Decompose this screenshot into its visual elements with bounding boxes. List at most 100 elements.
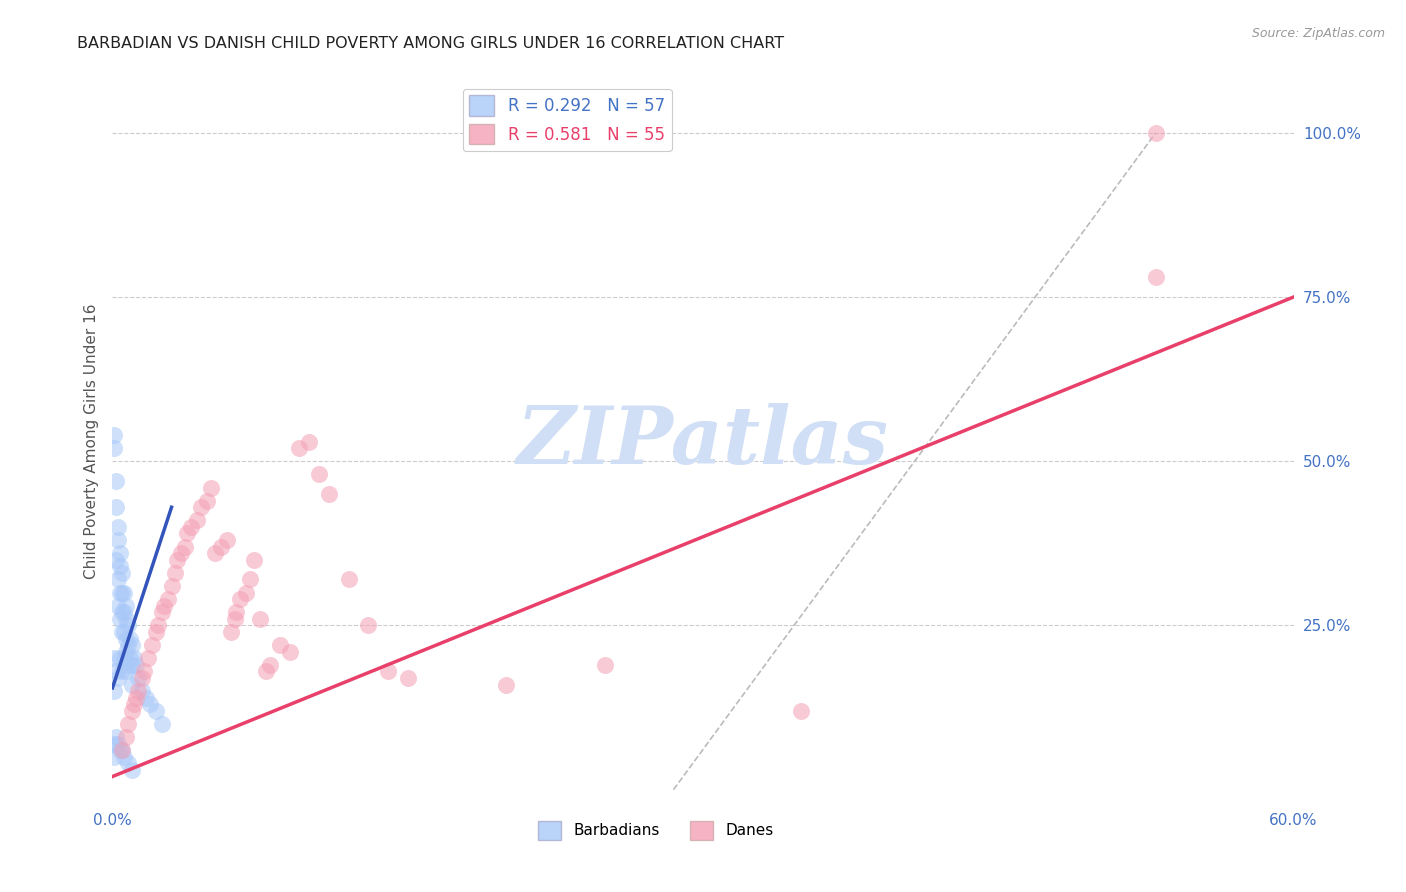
Point <box>117 756 139 771</box>
Point <box>103 428 125 442</box>
Point <box>224 612 246 626</box>
Point <box>1144 270 1167 285</box>
Point <box>105 730 128 744</box>
Point <box>110 546 132 560</box>
Point <box>117 638 139 652</box>
Point <box>111 566 134 580</box>
Point <box>111 585 134 599</box>
Legend: Barbadians, Danes: Barbadians, Danes <box>531 815 779 846</box>
Point <box>150 605 173 619</box>
Point <box>115 612 138 626</box>
Point <box>111 743 134 757</box>
Point <box>115 632 138 646</box>
Point <box>121 763 143 777</box>
Point <box>103 684 125 698</box>
Point <box>103 441 125 455</box>
Point <box>156 592 179 607</box>
Point <box>112 625 135 640</box>
Point <box>204 546 226 560</box>
Point <box>107 671 129 685</box>
Point <box>229 592 252 607</box>
Point <box>190 500 212 515</box>
Point <box>115 599 138 613</box>
Y-axis label: Child Poverty Among Girls Under 16: Child Poverty Among Girls Under 16 <box>83 304 98 579</box>
Point <box>110 559 132 574</box>
Point <box>122 651 145 665</box>
Point <box>308 467 330 482</box>
Point <box>337 573 360 587</box>
Point <box>249 612 271 626</box>
Point <box>195 493 218 508</box>
Point <box>186 513 208 527</box>
Point <box>110 585 132 599</box>
Point <box>180 520 202 534</box>
Point <box>110 651 132 665</box>
Point <box>112 651 135 665</box>
Point <box>111 625 134 640</box>
Point <box>225 605 247 619</box>
Text: ZIPatlas: ZIPatlas <box>517 403 889 480</box>
Point <box>110 743 132 757</box>
Point <box>103 749 125 764</box>
Point <box>131 684 153 698</box>
Point <box>107 573 129 587</box>
Point <box>103 651 125 665</box>
Point <box>131 671 153 685</box>
Point <box>112 605 135 619</box>
Point <box>145 704 167 718</box>
Text: Source: ZipAtlas.com: Source: ZipAtlas.com <box>1251 27 1385 40</box>
Point <box>235 585 257 599</box>
Point <box>121 638 143 652</box>
Point <box>120 632 142 646</box>
Point <box>117 717 139 731</box>
Point <box>396 671 419 685</box>
Point <box>112 749 135 764</box>
Point <box>790 704 813 718</box>
Point <box>166 553 188 567</box>
Point <box>117 657 139 672</box>
Point <box>1144 126 1167 140</box>
Point <box>111 743 134 757</box>
Point <box>112 585 135 599</box>
Point <box>259 657 281 672</box>
Point <box>150 717 173 731</box>
Point <box>115 645 138 659</box>
Point <box>105 474 128 488</box>
Point <box>107 599 129 613</box>
Point <box>125 690 148 705</box>
Point <box>219 625 242 640</box>
Point <box>136 651 159 665</box>
Point <box>115 665 138 679</box>
Point <box>107 533 129 547</box>
Point <box>139 698 162 712</box>
Point <box>269 638 291 652</box>
Point <box>115 730 138 744</box>
Point <box>141 638 163 652</box>
Point <box>243 553 266 567</box>
Point <box>127 684 149 698</box>
Point <box>135 690 157 705</box>
Point <box>121 704 143 718</box>
Point <box>110 612 132 626</box>
Point <box>125 657 148 672</box>
Point <box>103 737 125 751</box>
Point <box>121 657 143 672</box>
Point <box>111 605 134 619</box>
Point <box>200 481 222 495</box>
Text: BARBADIAN VS DANISH CHILD POVERTY AMONG GIRLS UNDER 16 CORRELATION CHART: BARBADIAN VS DANISH CHILD POVERTY AMONG … <box>77 36 785 51</box>
Point <box>288 441 311 455</box>
Point <box>298 434 321 449</box>
Point <box>215 533 238 547</box>
Point <box>122 698 145 712</box>
Point <box>105 500 128 515</box>
Point <box>107 520 129 534</box>
Point <box>239 573 262 587</box>
Point <box>209 540 232 554</box>
Point <box>357 618 380 632</box>
Point <box>105 665 128 679</box>
Point <box>278 645 301 659</box>
Point <box>152 599 174 613</box>
Point <box>318 487 340 501</box>
Point <box>127 671 149 685</box>
Point <box>120 651 142 665</box>
